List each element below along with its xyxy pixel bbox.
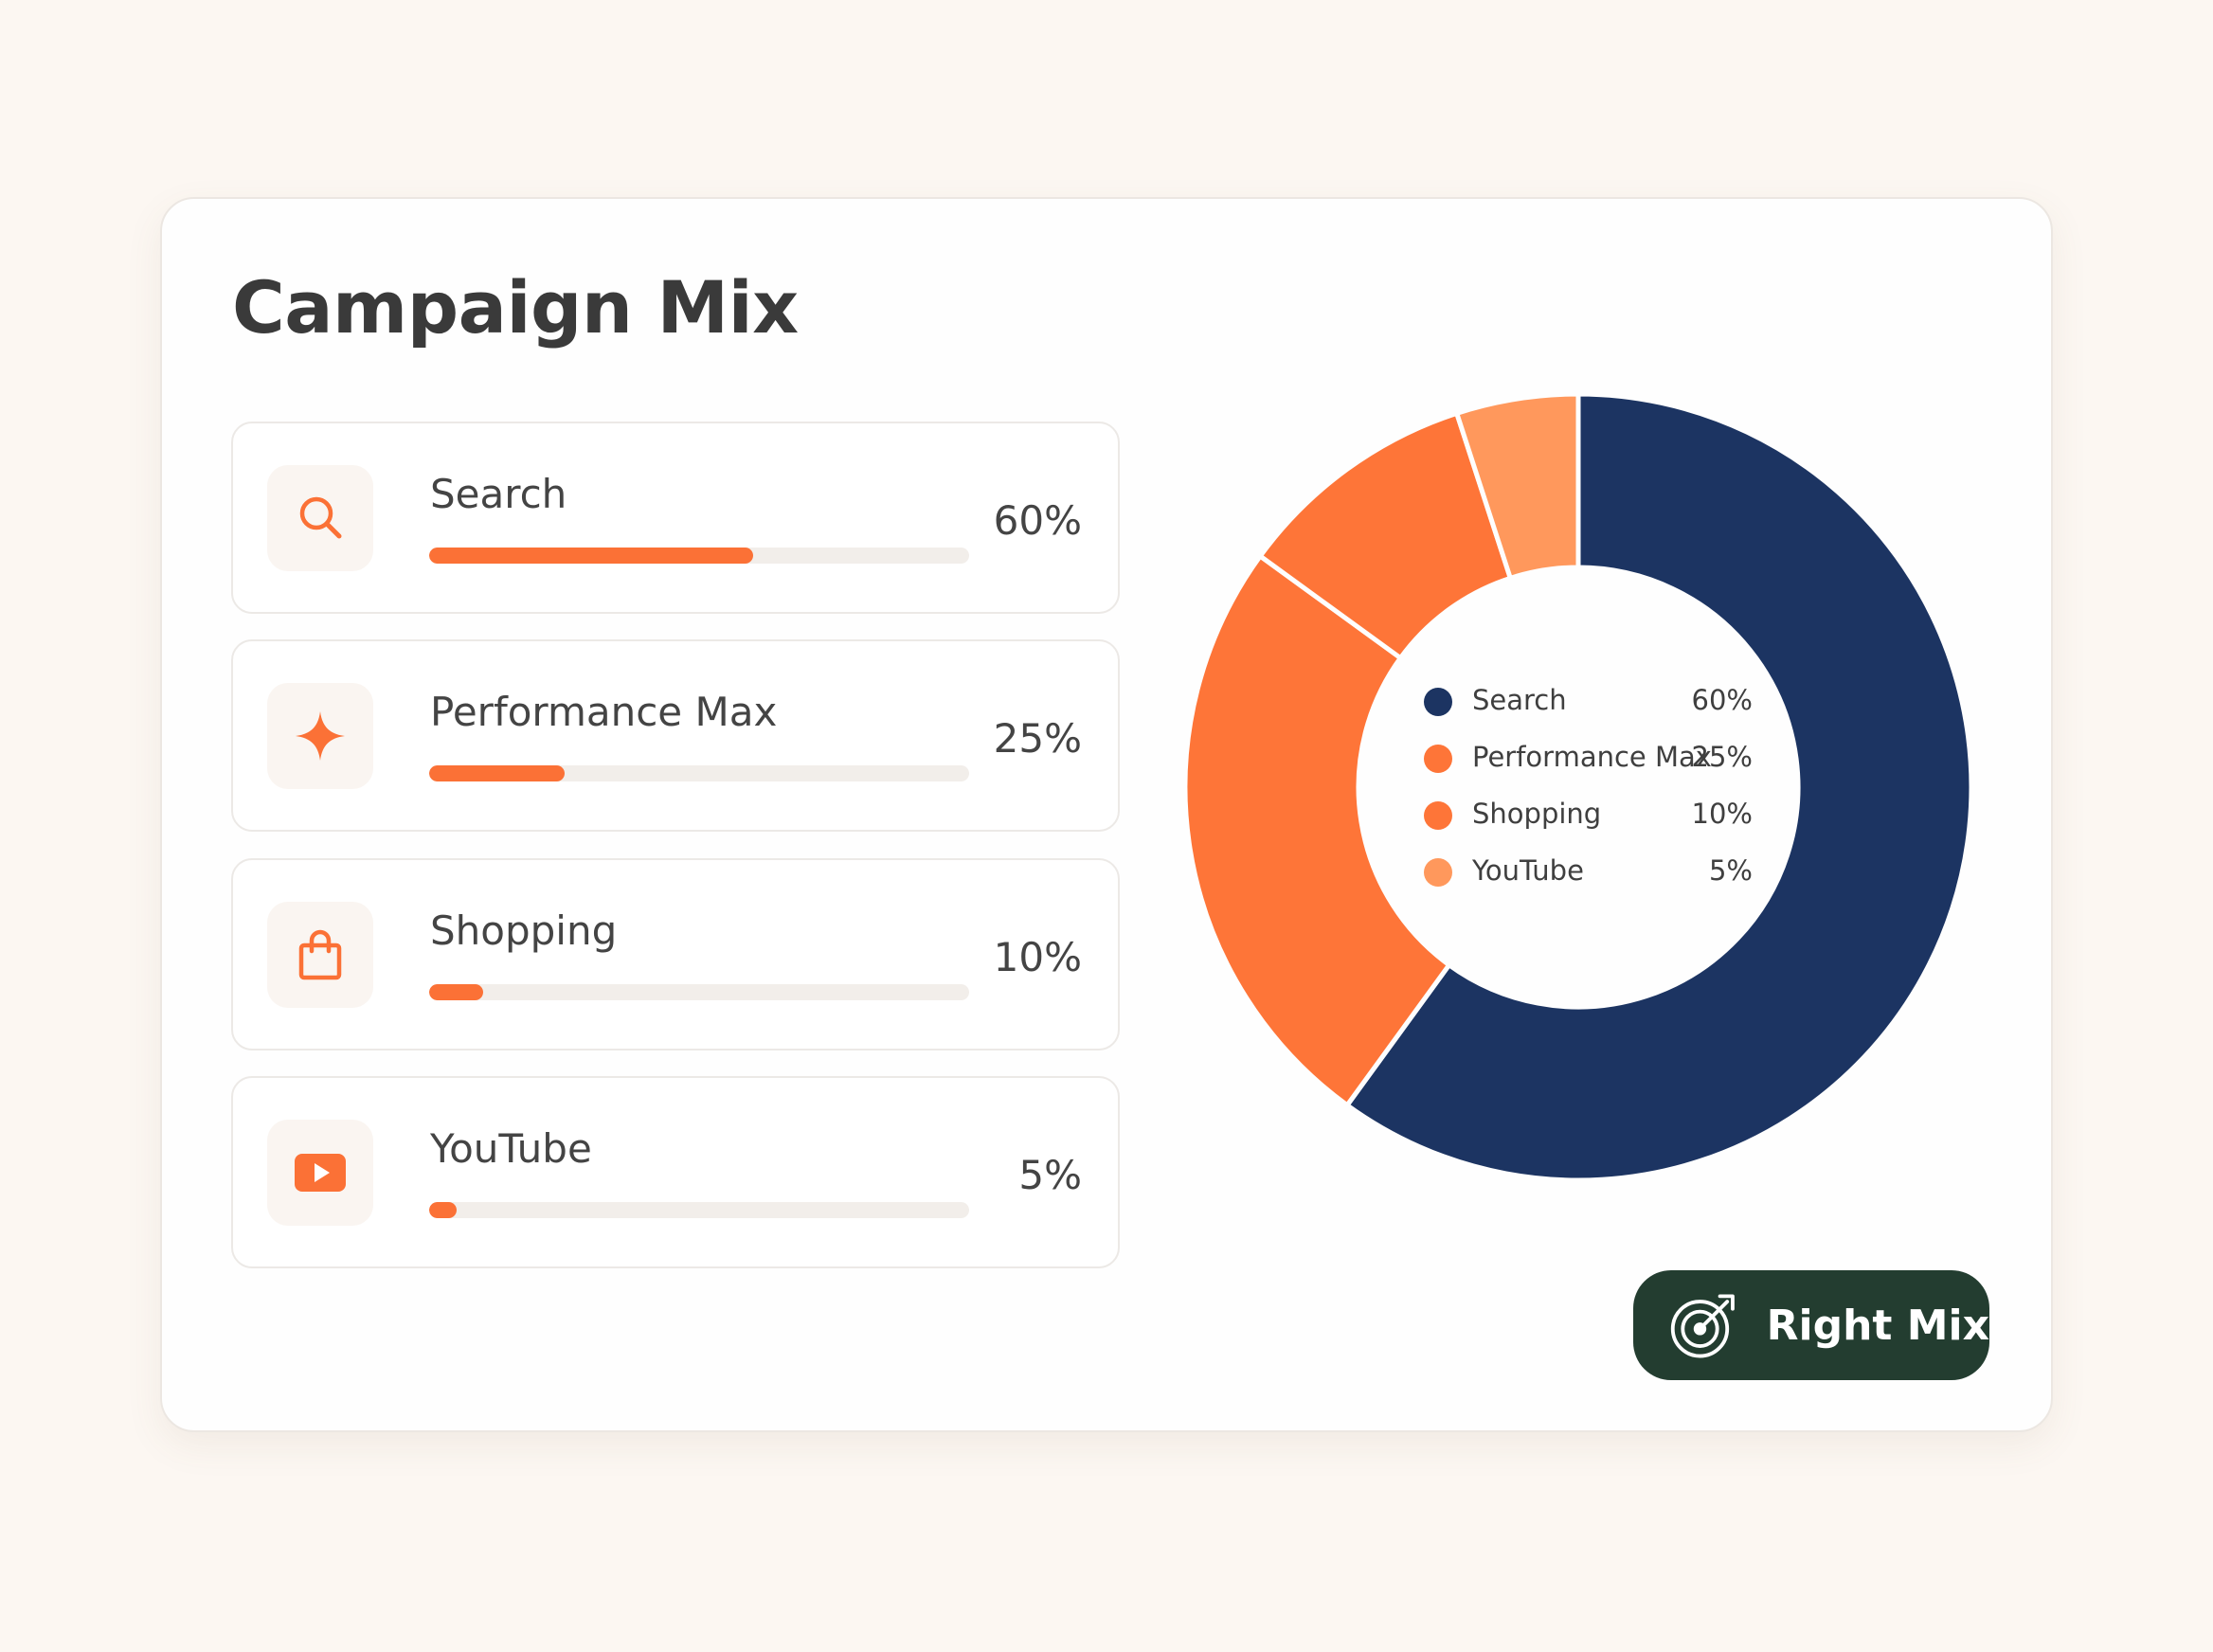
legend-swatch	[1424, 801, 1452, 830]
channel-row-performance-max: Performance Max 25%	[231, 639, 1120, 832]
donut-slice-performance-max	[1182, 553, 1452, 1108]
channel-value: 60%	[993, 497, 1082, 544]
chart-legend: Search 60% Performance Max 25% Shopping …	[1421, 684, 1753, 911]
legend-value: 25%	[1691, 741, 1753, 773]
legend-label: YouTube	[1472, 854, 1584, 887]
legend-value: 60%	[1691, 684, 1753, 716]
channel-value: 25%	[993, 715, 1082, 762]
channel-label: Shopping	[430, 907, 618, 954]
legend-item: YouTube 5%	[1421, 854, 1753, 911]
badge-label: Right Mix	[1766, 1301, 1989, 1350]
sparkle-icon	[296, 711, 345, 761]
target-arrow-icon	[1670, 1294, 1735, 1358]
legend-label: Shopping	[1472, 798, 1602, 830]
channel-share-track	[429, 765, 969, 781]
legend-swatch	[1424, 688, 1452, 716]
channel-icon-tile	[267, 1120, 373, 1226]
channel-row-search: Search 60%	[231, 422, 1120, 614]
channel-value: 10%	[993, 934, 1082, 980]
channel-label: YouTube	[430, 1125, 592, 1172]
legend-swatch	[1424, 858, 1452, 887]
channel-share-fill	[429, 1202, 457, 1218]
legend-label: Performance Max	[1472, 741, 1712, 773]
legend-label: Search	[1472, 684, 1567, 716]
youtube-play-icon	[295, 1154, 346, 1192]
channel-row-youtube: YouTube 5%	[231, 1076, 1120, 1268]
search-icon	[299, 496, 342, 539]
channel-icon-tile	[267, 902, 373, 1008]
campaign-mix-donut-chart	[1182, 391, 1974, 1183]
channel-label: Performance Max	[430, 689, 778, 735]
legend-item: Search 60%	[1421, 684, 1753, 741]
shopping-bag-icon	[298, 929, 342, 980]
channel-icon-tile	[267, 465, 373, 571]
legend-item: Shopping 10%	[1421, 798, 1753, 854]
channel-share-track	[429, 548, 969, 564]
legend-value: 10%	[1691, 798, 1753, 830]
channel-label: Search	[430, 471, 567, 517]
channel-share-fill	[429, 765, 565, 781]
channel-share-track	[429, 984, 969, 1000]
channel-share-track	[429, 1202, 969, 1218]
legend-swatch	[1424, 745, 1452, 773]
right-mix-badge[interactable]: Right Mix	[1633, 1270, 1989, 1380]
channel-value: 5%	[1018, 1152, 1082, 1198]
channel-share-fill	[429, 984, 483, 1000]
channel-share-fill	[429, 548, 753, 564]
channel-icon-tile	[267, 683, 373, 789]
donut-slice-search	[1344, 391, 1974, 1183]
legend-value: 5%	[1708, 854, 1753, 887]
page-title: Campaign Mix	[232, 265, 799, 350]
channel-row-shopping: Shopping 10%	[231, 858, 1120, 1050]
donut-slice-youtube	[1454, 391, 1581, 581]
legend-item: Performance Max 25%	[1421, 741, 1753, 798]
